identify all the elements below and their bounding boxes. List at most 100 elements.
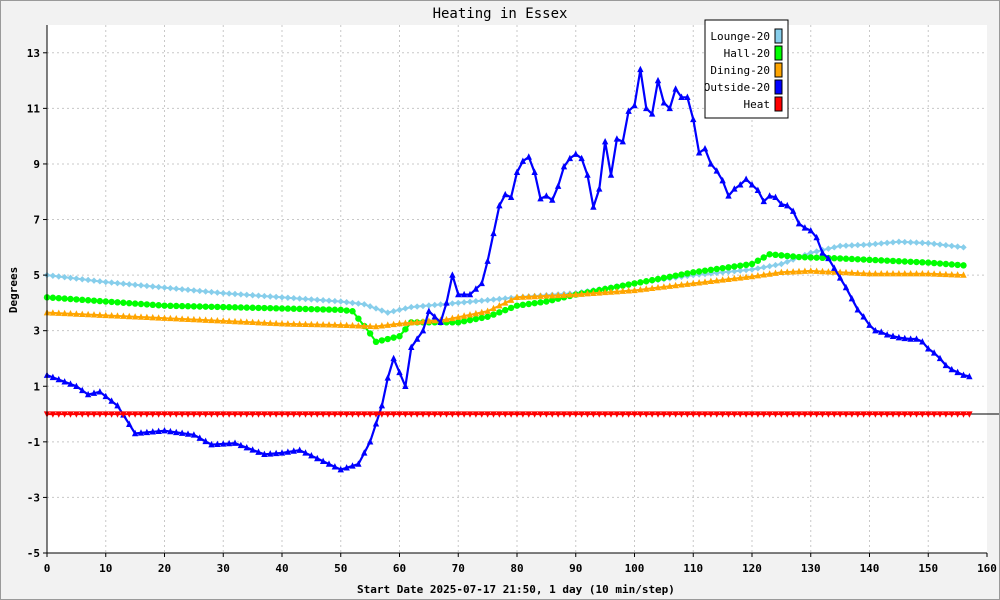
data-point-heat <box>754 411 762 418</box>
data-point-hall-20 <box>631 280 638 287</box>
data-point-lounge-20 <box>872 240 879 248</box>
data-point-lounge-20 <box>214 289 221 296</box>
chart-title: Heating in Essex <box>433 6 568 22</box>
data-point-hall-20 <box>901 258 908 265</box>
data-point-outside-20 <box>678 93 685 100</box>
data-point-hall-20 <box>772 251 779 259</box>
data-point-heat <box>355 411 362 418</box>
data-point-outside-20 <box>231 439 239 446</box>
data-point-heat <box>90 411 98 418</box>
data-point-hall-20 <box>90 297 98 304</box>
data-point-heat <box>413 411 421 418</box>
data-point-heat <box>601 411 609 418</box>
data-point-dining-20 <box>719 276 726 283</box>
data-point-heat <box>502 411 509 418</box>
data-point-hall-20 <box>155 302 162 309</box>
data-point-lounge-20 <box>290 294 297 302</box>
data-point-heat <box>390 411 397 418</box>
data-point-outside-20 <box>801 224 809 231</box>
data-point-dining-20 <box>860 269 867 277</box>
data-point-outside-20 <box>478 279 485 287</box>
data-point-outside-20 <box>225 439 233 447</box>
data-point-outside-20 <box>443 299 450 306</box>
data-point-heat <box>49 411 57 418</box>
data-point-heat <box>396 411 403 418</box>
data-point-dining-20 <box>672 281 679 289</box>
data-point-lounge-20 <box>907 239 914 246</box>
data-point-outside-20 <box>731 185 738 192</box>
data-point-dining-20 <box>872 270 879 277</box>
data-point-hall-20 <box>319 306 327 313</box>
data-point-lounge-20 <box>190 287 198 294</box>
data-point-outside-20 <box>936 354 944 362</box>
data-point-lounge-20 <box>208 288 215 296</box>
data-point-dining-20 <box>666 282 673 289</box>
data-point-heat <box>695 411 703 418</box>
data-point-outside-20 <box>643 104 650 112</box>
data-point-hall-20 <box>126 299 133 307</box>
data-point-heat <box>825 411 832 418</box>
data-point-dining-20 <box>214 316 221 324</box>
data-point-dining-20 <box>431 316 438 324</box>
data-point-heat <box>537 411 544 418</box>
data-point-dining-20 <box>466 311 474 318</box>
data-point-heat <box>484 411 491 418</box>
data-point-outside-20 <box>760 197 767 205</box>
data-point-heat <box>619 411 626 418</box>
x-axis-label: Start Date 2025-07-17 21:50, 1 day (10 m… <box>357 583 675 596</box>
data-point-outside-20 <box>349 462 356 469</box>
data-point-lounge-20 <box>930 240 938 248</box>
data-point-heat <box>866 411 873 418</box>
data-point-lounge-20 <box>913 239 920 246</box>
data-point-hall-20 <box>889 257 897 265</box>
series-hall-20 <box>43 251 967 345</box>
data-point-heat <box>860 411 867 418</box>
data-point-heat <box>143 411 151 418</box>
data-point-heat <box>960 411 967 418</box>
data-point-lounge-20 <box>126 281 133 288</box>
data-point-heat <box>490 411 497 418</box>
data-point-heat <box>443 411 450 418</box>
data-point-lounge-20 <box>460 299 468 306</box>
x-tick-label: 70 <box>452 562 465 575</box>
data-point-hall-20 <box>190 303 198 310</box>
data-point-hall-20 <box>513 302 521 309</box>
data-point-outside-20 <box>513 168 521 175</box>
data-point-outside-20 <box>842 283 850 291</box>
data-point-hall-20 <box>114 299 121 306</box>
data-point-heat <box>231 411 239 418</box>
data-point-heat <box>349 411 356 418</box>
data-point-outside-20 <box>684 93 691 100</box>
data-point-lounge-20 <box>737 267 744 274</box>
data-point-lounge-20 <box>343 299 350 306</box>
data-point-dining-20 <box>102 311 109 319</box>
data-point-heat <box>178 411 186 418</box>
data-point-dining-20 <box>625 287 632 294</box>
data-point-lounge-20 <box>490 296 497 303</box>
data-point-hall-20 <box>613 283 621 290</box>
data-point-outside-20 <box>748 181 756 188</box>
data-point-heat <box>325 411 333 418</box>
data-point-hall-20 <box>778 252 785 259</box>
data-point-heat <box>807 411 814 418</box>
data-point-hall-20 <box>684 270 691 277</box>
y-axis-label: Degrees <box>7 267 20 313</box>
data-point-hall-20 <box>742 261 750 269</box>
data-point-heat <box>343 411 350 418</box>
data-point-outside-20 <box>895 333 903 341</box>
data-point-dining-20 <box>807 267 814 274</box>
data-point-dining-20 <box>384 321 391 328</box>
data-point-outside-20 <box>701 144 709 152</box>
x-tick-label: 160 <box>977 562 997 575</box>
data-point-lounge-20 <box>255 292 262 299</box>
data-point-heat <box>925 411 932 418</box>
data-point-heat <box>308 411 315 418</box>
legend-swatch <box>774 28 783 44</box>
data-point-lounge-20 <box>883 239 891 247</box>
data-point-hall-20 <box>308 305 315 313</box>
data-point-dining-20 <box>678 281 685 288</box>
data-point-hall-20 <box>607 284 615 292</box>
data-point-lounge-20 <box>502 295 509 302</box>
data-point-dining-20 <box>737 274 744 281</box>
